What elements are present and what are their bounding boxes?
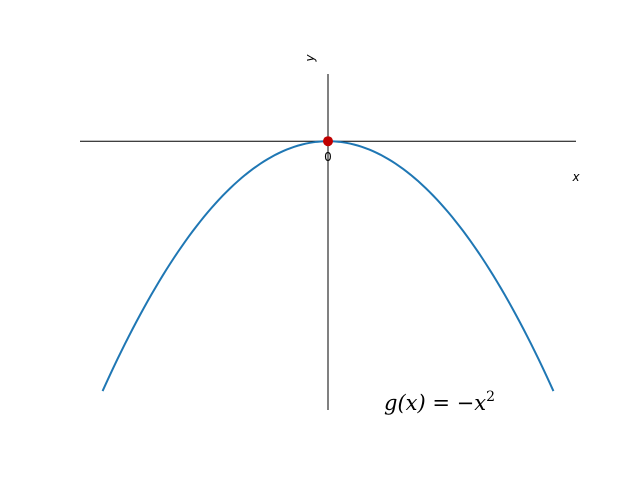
y-axis-label: y — [303, 54, 317, 63]
vertex-point — [323, 136, 333, 147]
annotation-exponent: 2 — [486, 389, 495, 405]
function-annotation: g(x) = −x2 — [384, 389, 495, 415]
annotation-sign: − — [457, 391, 475, 415]
annotation-lhs: g(x) = — [384, 391, 457, 415]
x-axis-label: x — [571, 170, 580, 184]
origin-tick-label: 0 — [324, 150, 332, 164]
annotation-var: x — [474, 391, 486, 415]
